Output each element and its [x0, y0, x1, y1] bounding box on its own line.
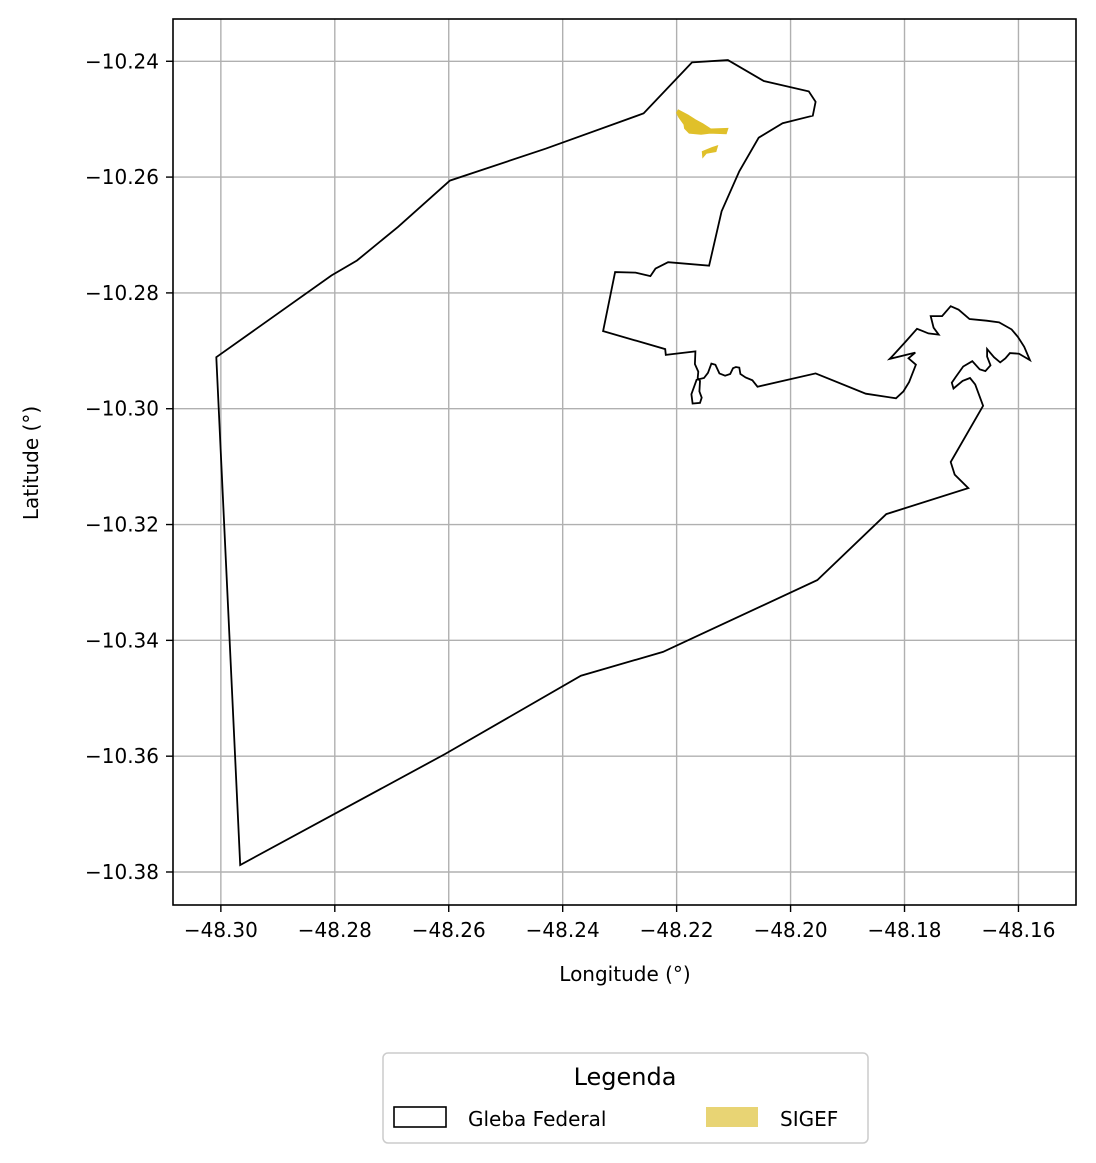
grid-lines: [173, 19, 1076, 905]
x-tick-label-3: −48.24: [526, 918, 600, 942]
y-tick-label-0: −10.24: [85, 49, 159, 73]
y-tick-label-6: −10.36: [85, 744, 159, 768]
plot-frame: [172, 18, 1077, 906]
y-tick-label-3: −10.30: [85, 397, 159, 421]
y-tick-label-1: −10.26: [85, 165, 159, 189]
x-tick-label-2: −48.26: [412, 918, 486, 942]
y-tick-label-5: −10.34: [85, 628, 159, 652]
map-layers: [215, 59, 1032, 867]
sigef-parcel-0: [676, 109, 729, 135]
legend-label-gleba-federal: Gleba Federal: [468, 1107, 606, 1131]
x-tick-label-0: −48.30: [184, 918, 258, 942]
x-axis-label: Longitude (°): [559, 962, 690, 986]
x-tick-label-1: −48.28: [298, 918, 372, 942]
y-tick-label-2: −10.28: [85, 281, 159, 305]
legend-title: Legenda: [574, 1063, 677, 1091]
x-tick-label-4: −48.22: [640, 918, 714, 942]
x-tick-label-7: −48.16: [981, 918, 1055, 942]
x-tick-label-6: −48.18: [868, 918, 942, 942]
gleba-federal-boundary: [215, 59, 1032, 867]
y-tick-label-4: −10.32: [85, 513, 159, 537]
legend: Legenda Gleba Federal SIGEF: [382, 1052, 869, 1144]
y-axis-label: Latitude (°): [19, 406, 43, 520]
y-tick-label-7: −10.38: [85, 860, 159, 884]
axis-ticks: −48.30 −48.28 −48.26 −48.24 −48.22 −48.20 −48.…: [85, 49, 1055, 942]
sigef-parcel-1: [701, 145, 719, 159]
legend-swatch-sigef: [706, 1107, 758, 1127]
legend-label-sigef: SIGEF: [780, 1107, 838, 1131]
legend-swatch-gleba-federal: [393, 1106, 447, 1128]
x-tick-label-5: −48.20: [754, 918, 828, 942]
